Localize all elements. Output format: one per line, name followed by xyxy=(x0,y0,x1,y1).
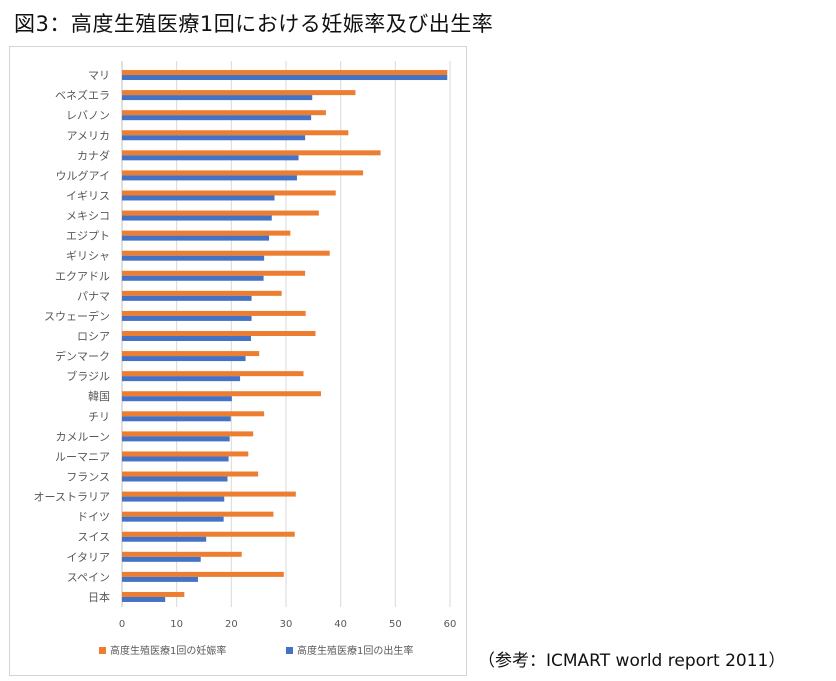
bar-birth-rate xyxy=(122,536,207,542)
bar-birth-rate xyxy=(122,135,306,141)
bar-birth-rate xyxy=(122,315,252,321)
bar-birth-rate xyxy=(122,215,272,221)
category-label: オーストラリア xyxy=(34,491,110,504)
bar-pregnancy-rate xyxy=(122,170,364,176)
category-label: ロシア xyxy=(77,330,110,343)
bar-birth-rate xyxy=(122,456,229,462)
category-label: スウェーデン xyxy=(44,309,110,323)
bar-pregnancy-rate xyxy=(122,90,356,96)
bar-birth-rate xyxy=(122,356,246,362)
bar-birth-rate xyxy=(122,336,252,341)
bar-birth-rate xyxy=(122,295,252,301)
bar-pregnancy-rate xyxy=(122,130,349,136)
bar-birth-rate xyxy=(122,396,232,402)
page-title: 図3：高度生殖医療1回における妊娠率及び出生率 xyxy=(14,12,494,36)
category-label: デンマーク xyxy=(55,349,110,363)
legend-label-pregnancy: 高度生殖医療1回の妊娠率 xyxy=(110,644,226,657)
bar-pregnancy-rate xyxy=(122,451,249,457)
legend-label-birth: 高度生殖医療1回の出生率 xyxy=(297,644,413,657)
category-label: エクアドル xyxy=(55,270,110,283)
category-label: スイス xyxy=(77,531,110,544)
bar-pregnancy-rate xyxy=(122,150,381,156)
category-label: イタリア xyxy=(66,551,110,564)
category-label: 日本 xyxy=(88,590,110,604)
category-label: ウルグアイ xyxy=(56,168,110,182)
bar-birth-rate xyxy=(122,115,312,121)
bar-pregnancy-rate xyxy=(122,70,448,76)
bar-birth-rate xyxy=(122,416,231,422)
bar-birth-rate xyxy=(122,155,299,161)
bar-birth-rate xyxy=(122,235,270,241)
bar-birth-rate xyxy=(122,516,224,522)
bar-birth-rate xyxy=(122,376,241,382)
category-label: ギリシャ xyxy=(66,250,110,263)
x-tick-label: 30 xyxy=(280,619,293,630)
bar-pregnancy-rate xyxy=(122,230,291,236)
source-note: （参考：ICMART world report 2011） xyxy=(478,651,786,671)
bar-pregnancy-rate xyxy=(122,331,316,336)
bar-pregnancy-rate xyxy=(122,210,319,216)
bar-birth-rate xyxy=(122,476,228,482)
category-label: チリ xyxy=(88,410,110,423)
category-label: ブラジル xyxy=(66,369,110,383)
category-label: 韓国 xyxy=(88,390,110,403)
category-label: ルーマニア xyxy=(55,450,110,463)
category-label: イギリス xyxy=(66,189,110,202)
legend-swatch-birth xyxy=(286,647,293,654)
category-label: エジプト xyxy=(66,230,110,243)
bar-pregnancy-rate xyxy=(122,431,254,437)
category-label: カナダ xyxy=(77,148,110,162)
bar-pregnancy-rate xyxy=(122,551,242,557)
bar-pregnancy-rate xyxy=(122,190,336,196)
bar-chart: 0 10 20 30 40 50 60 マリベネズエラレバノンアメリカカナダウルグアイイギリス… xyxy=(34,61,457,657)
bar-pregnancy-rate xyxy=(122,351,260,357)
category-label: スペイン xyxy=(67,571,110,584)
bar-pregnancy-rate xyxy=(122,371,304,377)
x-tick-label: 50 xyxy=(389,619,402,630)
category-label: フランス xyxy=(66,471,110,484)
bar-pregnancy-rate xyxy=(122,290,282,296)
bar-pregnancy-rate xyxy=(122,310,306,316)
bar-birth-rate xyxy=(122,75,448,81)
bar-birth-rate xyxy=(122,175,297,181)
bar-pregnancy-rate xyxy=(122,270,306,276)
x-tick-label: 20 xyxy=(225,619,238,630)
bar-pregnancy-rate xyxy=(122,391,321,397)
chart-frame: 0 10 20 30 40 50 60 マリベネズエラレバノンアメリカカナダウルグアイイギリス… xyxy=(9,46,467,676)
category-label: カメルーン xyxy=(56,430,110,443)
bar-pregnancy-rate xyxy=(122,110,326,116)
category-label: アメリカ xyxy=(67,129,110,142)
bar-pregnancy-rate xyxy=(122,250,330,256)
bar-pregnancy-rate xyxy=(122,491,296,497)
bar-birth-rate xyxy=(122,275,264,281)
bar-birth-rate xyxy=(122,576,198,582)
bar-pregnancy-rate xyxy=(122,571,284,577)
bar-pregnancy-rate xyxy=(122,411,265,417)
category-label: レバノン xyxy=(66,109,110,122)
legend-swatch-pregnancy xyxy=(99,647,106,654)
bar-pregnancy-rate xyxy=(122,471,259,477)
x-tick-label: 0 xyxy=(119,619,125,630)
bar-birth-rate xyxy=(122,556,201,562)
category-label: マリ xyxy=(88,69,110,82)
x-tick-label: 40 xyxy=(334,619,347,630)
bar-birth-rate xyxy=(122,255,265,261)
bar-birth-rate xyxy=(122,95,313,101)
bar-pregnancy-rate xyxy=(122,511,274,517)
bar-pregnancy-rate xyxy=(122,591,185,597)
x-tick-label: 10 xyxy=(170,619,183,630)
category-label: ベネズエラ xyxy=(55,88,110,102)
category-label: ドイツ xyxy=(77,511,110,524)
x-tick-label: 60 xyxy=(444,619,457,630)
bar-birth-rate xyxy=(122,436,230,442)
bar-birth-rate xyxy=(122,596,166,602)
bar-birth-rate xyxy=(122,195,275,201)
category-label: パナマ xyxy=(77,290,110,303)
bar-birth-rate xyxy=(122,496,225,502)
category-label: メキシコ xyxy=(66,210,110,223)
bar-pregnancy-rate xyxy=(122,531,295,537)
